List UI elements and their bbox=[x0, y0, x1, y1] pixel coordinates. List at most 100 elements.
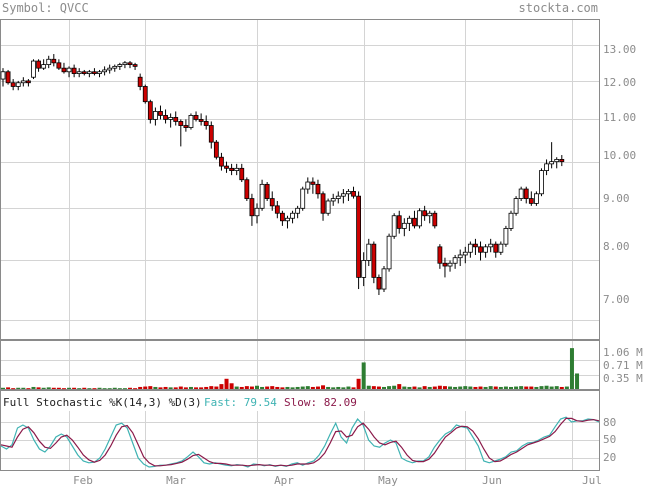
candle-body bbox=[10, 82, 16, 87]
volume-bar bbox=[336, 386, 341, 389]
candle-body bbox=[198, 119, 204, 122]
candle-body bbox=[234, 167, 240, 171]
volume-bar bbox=[341, 387, 346, 389]
volume-bar bbox=[453, 386, 458, 389]
volume-bar bbox=[402, 386, 407, 389]
candle-body bbox=[71, 67, 77, 74]
price-candles bbox=[0, 54, 565, 295]
candle-body bbox=[102, 69, 107, 73]
volume-bar bbox=[270, 386, 275, 389]
price-tick-label: 13.00 bbox=[603, 43, 636, 56]
volume-bar bbox=[432, 386, 437, 389]
candle-body bbox=[513, 198, 519, 214]
candle-body bbox=[300, 188, 306, 209]
volume-bar bbox=[6, 387, 11, 389]
price-tick-label: 12.00 bbox=[603, 76, 636, 89]
candle-body bbox=[137, 76, 143, 87]
candle-body bbox=[229, 167, 235, 171]
price-tick-label: 7.00 bbox=[603, 293, 630, 306]
candle-body bbox=[427, 212, 433, 217]
volume-bar bbox=[468, 386, 473, 389]
stoch-slow-line bbox=[0, 417, 600, 467]
volume-bar bbox=[300, 386, 305, 389]
candle-body bbox=[391, 215, 397, 237]
candle-body bbox=[325, 200, 331, 214]
candle-body bbox=[310, 181, 316, 185]
stoch-tick-label: 20 bbox=[603, 451, 616, 464]
candle-body bbox=[61, 67, 67, 73]
volume-bar bbox=[442, 386, 447, 389]
volume-bar bbox=[519, 386, 524, 389]
volume-bar bbox=[331, 387, 336, 389]
month-label: Jul bbox=[582, 474, 602, 486]
candle-body bbox=[320, 193, 326, 214]
candle-body bbox=[173, 117, 179, 122]
candle-body bbox=[518, 188, 524, 199]
candle-body bbox=[457, 254, 463, 259]
volume-bar bbox=[463, 386, 468, 389]
fast-value-label: Fast: 79.54 bbox=[204, 396, 277, 409]
month-label: Mar bbox=[166, 474, 186, 486]
volume-bar bbox=[11, 388, 16, 390]
candle-body bbox=[335, 195, 341, 199]
volume-bar bbox=[514, 386, 519, 389]
candle-body bbox=[498, 243, 504, 253]
volume-bar bbox=[51, 387, 56, 389]
candle-body bbox=[97, 71, 102, 74]
symbol-label: Symbol: QVCC bbox=[2, 1, 89, 15]
candle-body bbox=[412, 217, 417, 227]
volume-bar bbox=[188, 386, 193, 389]
month-label: May bbox=[378, 474, 398, 486]
volume-bar bbox=[315, 386, 320, 389]
volume-bar bbox=[82, 387, 87, 389]
candle-body bbox=[452, 257, 458, 264]
candle-body bbox=[447, 262, 453, 267]
volume-bar bbox=[417, 387, 422, 389]
volume-bar bbox=[544, 385, 549, 389]
candle-body bbox=[396, 215, 402, 229]
volume-tick-label: 0.35 M bbox=[603, 372, 643, 385]
stochastic-lines bbox=[0, 416, 600, 468]
volume-bar bbox=[559, 386, 564, 389]
candle-body bbox=[508, 212, 514, 229]
candle-body bbox=[193, 115, 199, 120]
volume-bar bbox=[539, 386, 544, 389]
volume-bar bbox=[122, 388, 127, 390]
month-label: Feb bbox=[73, 474, 93, 486]
candle-body bbox=[168, 117, 174, 120]
price-tick-label: 8.00 bbox=[603, 240, 630, 253]
candle-body bbox=[274, 205, 280, 214]
candle-body bbox=[422, 210, 428, 217]
candle-body bbox=[76, 71, 82, 74]
volume-bar bbox=[214, 386, 219, 389]
volume-bar bbox=[21, 387, 26, 389]
candle-body bbox=[295, 207, 301, 214]
volume-bar bbox=[199, 387, 204, 389]
volume-bar bbox=[92, 388, 97, 390]
volume-bar bbox=[534, 386, 539, 389]
volume-bar bbox=[260, 386, 265, 389]
volume-bar bbox=[87, 388, 92, 390]
volume-bar bbox=[310, 386, 315, 389]
volume-bars bbox=[1, 348, 580, 390]
volume-bar bbox=[478, 386, 483, 389]
candle-body bbox=[31, 60, 36, 78]
volume-bar bbox=[326, 386, 331, 389]
volume-bar bbox=[483, 386, 488, 389]
volume-bar bbox=[224, 378, 229, 389]
candle-body bbox=[381, 268, 387, 290]
candle-body bbox=[249, 198, 255, 217]
volume-bar bbox=[183, 387, 188, 389]
volume-bar bbox=[366, 385, 371, 389]
candle-body bbox=[219, 156, 224, 167]
candle-body bbox=[254, 207, 260, 217]
candle-body bbox=[279, 212, 285, 222]
volume-bar bbox=[36, 387, 41, 389]
volume-bar bbox=[458, 386, 463, 389]
candle-body bbox=[493, 243, 499, 253]
candle-body bbox=[488, 243, 494, 248]
candle-body bbox=[269, 198, 275, 207]
volume-bar bbox=[244, 386, 249, 389]
volume-bar bbox=[575, 373, 580, 389]
volume-tick-label: 1.06 M bbox=[603, 346, 643, 359]
